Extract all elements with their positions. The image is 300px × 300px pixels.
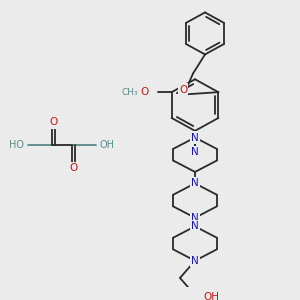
Text: N: N (191, 133, 199, 142)
Text: N: N (191, 178, 199, 188)
Text: O: O (179, 85, 187, 95)
Text: N: N (191, 147, 199, 157)
Text: O: O (140, 87, 149, 97)
Text: N: N (191, 256, 199, 266)
Text: O: O (50, 117, 58, 127)
Text: CH₃: CH₃ (121, 88, 138, 97)
Text: OH: OH (100, 140, 115, 150)
Text: OH: OH (203, 292, 219, 300)
Text: HO: HO (9, 140, 24, 150)
Text: N: N (191, 221, 199, 231)
Text: N: N (191, 213, 199, 223)
Text: O: O (69, 163, 78, 173)
